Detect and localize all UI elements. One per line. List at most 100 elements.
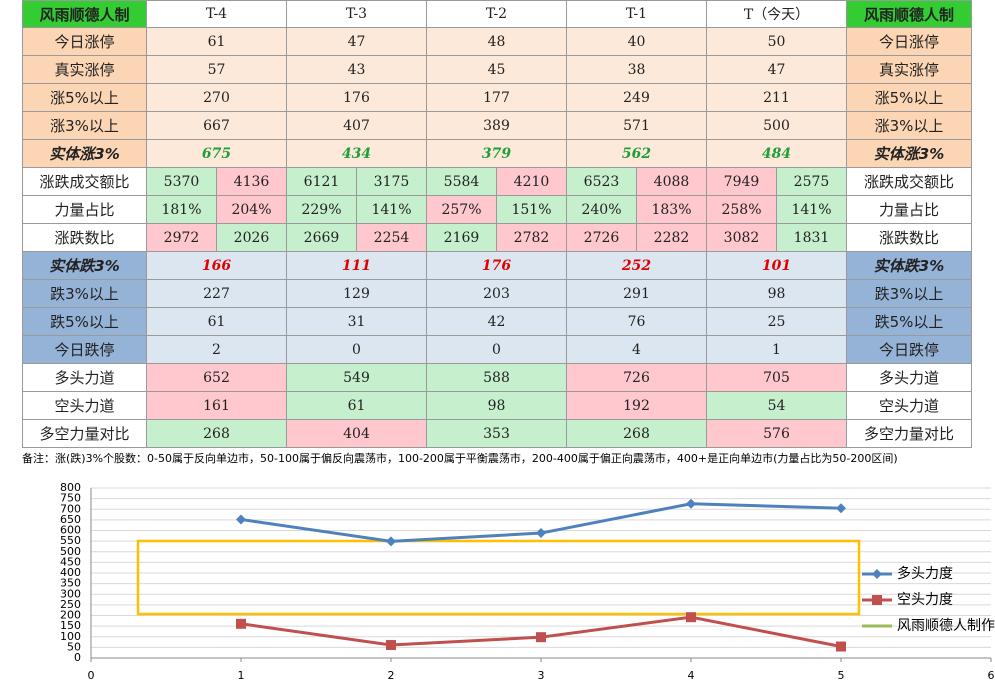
value-cell: 61 xyxy=(287,392,427,420)
header-cell: T（今天） xyxy=(707,0,847,28)
row-label: 今日涨停 xyxy=(847,28,972,56)
value-cell: 229% xyxy=(287,196,357,224)
row-label: 跌5%以上 xyxy=(847,308,972,336)
value-cell: 211 xyxy=(707,84,847,112)
row-label: 涨跌数比 xyxy=(847,224,972,252)
header-cell: T-3 xyxy=(287,0,427,28)
row-label: 跌3%以上 xyxy=(847,280,972,308)
marker xyxy=(386,640,396,651)
value-cell: 562 xyxy=(567,140,707,168)
value-cell: 252 xyxy=(567,252,707,280)
value-cell: 45 xyxy=(427,56,567,84)
x-tick-label: 5 xyxy=(838,669,845,682)
row-label: 涨跌成交额比 xyxy=(22,168,147,196)
value-cell: 47 xyxy=(707,56,847,84)
legend-label: 空头力度 xyxy=(897,592,953,608)
value-cell: 0 xyxy=(287,336,427,364)
row-label: 实体跌3% xyxy=(847,252,972,280)
value-cell: 42 xyxy=(427,308,567,336)
value-cell: 258% xyxy=(707,196,777,224)
value-cell: 404 xyxy=(287,420,427,448)
value-cell: 57 xyxy=(147,56,287,84)
row-label: 空头力道 xyxy=(22,392,147,420)
row-label: 多头力道 xyxy=(847,364,972,392)
value-cell: 6121 xyxy=(287,168,357,196)
y-tick-label: 350 xyxy=(60,577,81,590)
x-tick-label: 3 xyxy=(538,669,545,682)
value-cell: 4088 xyxy=(637,168,707,196)
value-cell: 177 xyxy=(427,84,567,112)
value-cell: 379 xyxy=(427,140,567,168)
value-cell: 61 xyxy=(147,308,287,336)
value-cell: 588 xyxy=(427,364,567,392)
value-cell: 675 xyxy=(147,140,287,168)
marker xyxy=(536,632,546,643)
y-tick-label: 750 xyxy=(60,492,81,505)
row-label: 力量占比 xyxy=(847,196,972,224)
value-cell: 2726 xyxy=(567,224,637,252)
value-cell: 181% xyxy=(147,196,217,224)
value-cell: 1 xyxy=(707,336,847,364)
value-cell: 6523 xyxy=(567,168,637,196)
value-cell: 434 xyxy=(287,140,427,168)
x-tick-label: 1 xyxy=(238,669,245,682)
value-cell: 4136 xyxy=(217,168,287,196)
row-label: 多头力道 xyxy=(22,364,147,392)
value-cell: 2575 xyxy=(777,168,847,196)
value-cell: 268 xyxy=(147,420,287,448)
marker xyxy=(236,618,246,629)
value-cell: 576 xyxy=(707,420,847,448)
value-cell: 500 xyxy=(707,112,847,140)
value-cell: 2972 xyxy=(147,224,217,252)
row-label: 多空力量对比 xyxy=(22,420,147,448)
value-cell: 240% xyxy=(567,196,637,224)
marker xyxy=(686,612,696,623)
value-cell: 667 xyxy=(147,112,287,140)
value-cell: 183% xyxy=(637,196,707,224)
value-cell: 98 xyxy=(427,392,567,420)
value-cell: 652 xyxy=(147,364,287,392)
y-tick-label: 400 xyxy=(60,566,81,579)
row-label: 今日跌停 xyxy=(22,336,147,364)
y-tick-label: 200 xyxy=(60,609,81,622)
x-tick-label: 4 xyxy=(688,669,695,682)
row-label: 涨跌成交额比 xyxy=(847,168,972,196)
row-label: 跌5%以上 xyxy=(22,308,147,336)
value-cell: 176 xyxy=(287,84,427,112)
value-cell: 40 xyxy=(567,28,707,56)
value-cell: 31 xyxy=(287,308,427,336)
value-cell: 141% xyxy=(357,196,427,224)
y-tick-label: 250 xyxy=(60,598,81,611)
row-label: 真实涨停 xyxy=(847,56,972,84)
y-tick-label: 50 xyxy=(67,640,81,653)
value-cell: 2282 xyxy=(637,224,707,252)
value-cell: 0 xyxy=(427,336,567,364)
y-tick-label: 450 xyxy=(60,555,81,568)
row-label: 涨3%以上 xyxy=(22,112,147,140)
value-cell: 2169 xyxy=(427,224,497,252)
y-tick-label: 500 xyxy=(60,545,81,558)
header-cell: 风雨顺德人制 xyxy=(22,0,147,28)
value-cell: 111 xyxy=(287,252,427,280)
value-cell: 4210 xyxy=(497,168,567,196)
row-label: 今日跌停 xyxy=(847,336,972,364)
value-cell: 227 xyxy=(147,280,287,308)
value-cell: 3175 xyxy=(357,168,427,196)
value-cell: 571 xyxy=(567,112,707,140)
value-cell: 151% xyxy=(497,196,567,224)
legend-label: 多头力度 xyxy=(897,565,953,582)
value-cell: 2782 xyxy=(497,224,567,252)
value-cell: 61 xyxy=(147,28,287,56)
value-cell: 7949 xyxy=(707,168,777,196)
row-label: 力量占比 xyxy=(22,196,147,224)
value-cell: 5584 xyxy=(427,168,497,196)
row-label: 涨3%以上 xyxy=(847,112,972,140)
y-tick-label: 600 xyxy=(60,524,81,537)
row-label: 涨5%以上 xyxy=(847,84,972,112)
value-cell: 291 xyxy=(567,280,707,308)
value-cell: 1831 xyxy=(777,224,847,252)
value-cell: 101 xyxy=(707,252,847,280)
value-cell: 726 xyxy=(567,364,707,392)
value-cell: 2669 xyxy=(287,224,357,252)
